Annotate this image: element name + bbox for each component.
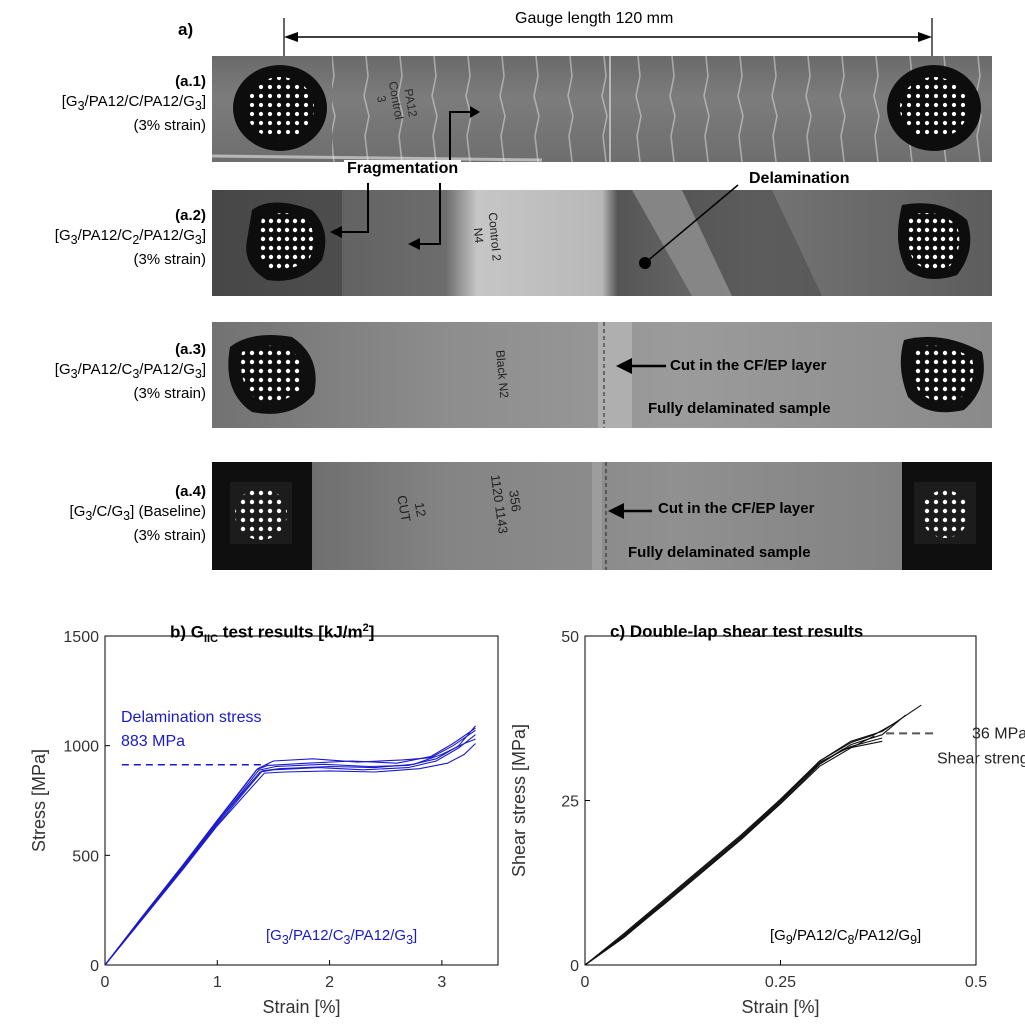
fully-delaminated-label-a4: Fully delaminated sample bbox=[628, 544, 811, 561]
y-axis-label: Shear stress [MPa] bbox=[512, 724, 529, 877]
cut-label-a3: Cut in the CF/EP layer bbox=[670, 357, 827, 374]
series-line-3 bbox=[584, 721, 899, 966]
y-tick-label: 1000 bbox=[63, 739, 99, 756]
sample-id: (a.2) bbox=[175, 207, 206, 224]
x-tick-label: 2 bbox=[325, 974, 334, 991]
sample-layup: [G3/PA12/C2/PA12/G3] bbox=[54, 227, 206, 247]
svg-text:Control: Control bbox=[386, 80, 407, 121]
delamination-stress-annotation: 883 MPa bbox=[121, 733, 185, 750]
handwritten-marker: Control 2 N4 bbox=[471, 212, 504, 262]
x-axis-label: Strain [%] bbox=[262, 997, 340, 1017]
svg-text:Black N2: Black N2 bbox=[493, 349, 511, 398]
delamination-label: Delamination bbox=[746, 170, 853, 188]
fragmentation-label: Fragmentation bbox=[344, 160, 462, 178]
svg-text:356: 356 bbox=[506, 489, 524, 513]
x-tick-label: 0 bbox=[581, 974, 590, 991]
specimen-photo-a2: Control 2 N4 bbox=[212, 190, 992, 296]
plot-area-frame bbox=[104, 635, 499, 966]
x-axis-label: Strain [%] bbox=[741, 997, 819, 1017]
handwritten-marker: Black N2 bbox=[493, 349, 511, 398]
sample-id: (a.3) bbox=[175, 341, 206, 358]
sample-label-a1: (a.1) [G3/PA12/C/PA12/G3] (3% strain) bbox=[6, 72, 206, 136]
specimen-photo-a4: 12 CUT 356 1120 1143 bbox=[212, 462, 992, 570]
gauge-length-label: Gauge length 120 mm bbox=[512, 10, 677, 28]
y-axis-label: Stress [MPa] bbox=[29, 749, 49, 852]
y-tick-label: 0 bbox=[90, 958, 99, 975]
sample-id: (a.1) bbox=[175, 73, 206, 90]
y-tick-label: 0 bbox=[570, 958, 579, 975]
sample-layup: [G3/PA12/C/PA12/G3] bbox=[61, 93, 206, 113]
shear-strength-value: 36 MPa bbox=[972, 725, 1025, 742]
svg-text:Control 2: Control 2 bbox=[486, 212, 504, 262]
chart-c-layup-label: [G9/PA12/C8/PA12/G9] bbox=[770, 927, 922, 947]
series-line-6 bbox=[584, 735, 875, 966]
panel-a-label: a) bbox=[178, 20, 194, 39]
chart-b-layup-label: [G3/PA12/C3/PA12/G3] bbox=[266, 927, 418, 947]
sample-label-a3: (a.3) [G3/PA12/C3/PA12/G3] (3% strain) bbox=[6, 340, 206, 404]
x-tick-label: 1 bbox=[213, 974, 222, 991]
sample-layup: [G3/PA12/C3/PA12/G3] bbox=[54, 361, 206, 381]
chart-b-title: b) GIIC test results [kJ/m2] bbox=[170, 622, 375, 646]
x-tick-label: 3 bbox=[437, 974, 446, 991]
shear-strength-label: Shear strength bbox=[937, 750, 1025, 767]
y-tick-label: 25 bbox=[561, 794, 579, 811]
sample-strain: (3% strain) bbox=[133, 527, 206, 544]
series-line-3 bbox=[104, 738, 476, 966]
y-tick-label: 50 bbox=[561, 629, 579, 646]
svg-text:PA12: PA12 bbox=[401, 88, 420, 119]
panel-a-annotation-arrows bbox=[330, 106, 739, 519]
y-tick-label: 1500 bbox=[63, 629, 99, 646]
gauge-length-indicator bbox=[283, 18, 933, 78]
series-line-4 bbox=[584, 737, 883, 966]
series-line-5 bbox=[104, 743, 476, 966]
chart-b-stress-strain: 0 1 2 3 0 500 1000 1500 Strain [%] Stress [MPa] De… bbox=[29, 629, 499, 1017]
cut-label-a4: Cut in the CF/EP layer bbox=[658, 500, 815, 517]
sample-strain: (3% strain) bbox=[133, 251, 206, 268]
y-tick-label: 500 bbox=[72, 848, 99, 865]
x-tick-label: 0 bbox=[101, 974, 110, 991]
sample-label-a4: (a.4) [G3/C/G3] (Baseline) (3% strain) bbox=[6, 482, 206, 546]
svg-text:3: 3 bbox=[374, 94, 389, 103]
x-tick-label: 0.5 bbox=[965, 974, 987, 991]
sample-id: (a.4) bbox=[175, 483, 206, 500]
series-line-5 bbox=[584, 740, 883, 966]
specimen-photo-a3: Black N2 bbox=[212, 322, 992, 428]
series-line-1 bbox=[104, 727, 476, 966]
x-tick-label: 0.25 bbox=[765, 974, 796, 991]
svg-text:CUT: CUT bbox=[394, 494, 413, 523]
sample-layup: [G3/C/G3] (Baseline) bbox=[69, 503, 206, 523]
chart-c-shear-stress-strain: 0 0.25 0.5 0 25 50 Strain [%] Shear stress [MPa… bbox=[512, 629, 1025, 1017]
svg-text:N4: N4 bbox=[471, 227, 486, 244]
series-line-6 bbox=[104, 725, 476, 966]
sample-label-a2: (a.2) [G3/PA12/C2/PA12/G3] (3% strain) bbox=[6, 206, 206, 270]
svg-text:12: 12 bbox=[412, 501, 429, 518]
fully-delaminated-label-a3: Fully delaminated sample bbox=[648, 400, 831, 417]
handwritten-marker: PA12 Control 3 bbox=[374, 80, 420, 121]
sample-strain: (3% strain) bbox=[133, 385, 206, 402]
delamination-stress-annotation: Delamination stress bbox=[121, 709, 262, 726]
sample-strain: (3% strain) bbox=[133, 117, 206, 134]
specimen-photo-a1: PA12 Control 3 bbox=[212, 56, 992, 162]
